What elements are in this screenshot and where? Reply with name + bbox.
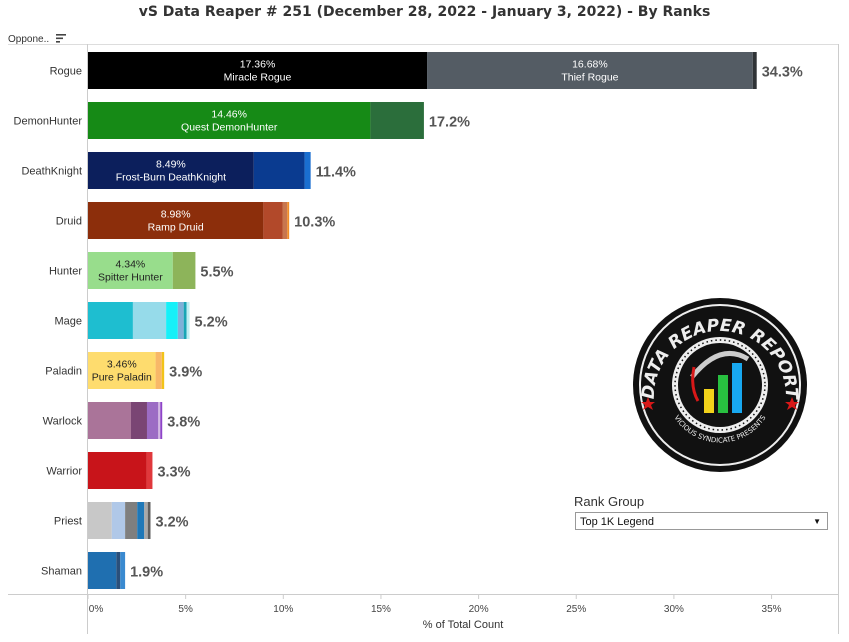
row-header-opponent[interactable]: Oppone.. [8, 34, 50, 45]
x-tick-label: 5% [178, 604, 193, 615]
bar-segment[interactable] [253, 152, 305, 189]
category-label: Warlock [43, 416, 83, 428]
category-label: Paladin [45, 366, 82, 378]
x-tick-label: 10% [273, 604, 293, 615]
bar-segment[interactable] [172, 252, 196, 289]
total-label: 11.4% [316, 165, 356, 181]
segment-value-label: 16.68% [572, 59, 608, 71]
bar-segment[interactable] [137, 502, 145, 539]
category-label: DeathKnight [21, 166, 82, 178]
bar-segment[interactable] [88, 202, 264, 239]
bar-segment[interactable] [160, 402, 163, 439]
x-tick-label: 35% [762, 604, 782, 615]
bar-segment[interactable] [88, 402, 131, 439]
bar-segment[interactable] [116, 552, 121, 589]
bar-segment[interactable] [88, 52, 428, 89]
segment-value-label: 8.98% [161, 209, 191, 221]
data-reaper-logo: DATA REAPER REPORT VICIOUS SYNDICATE PRE… [633, 298, 807, 472]
rank-group-dropdown[interactable]: Top 1K Legend ▼ [575, 512, 828, 530]
category-label: Rogue [50, 66, 82, 78]
bar-segment[interactable] [427, 52, 753, 89]
y-axis-line [87, 44, 88, 634]
bar-segment[interactable] [146, 402, 159, 439]
bar-segment[interactable] [287, 202, 290, 239]
bar-segment[interactable] [132, 302, 167, 339]
bar-segment[interactable] [304, 152, 311, 189]
x-tick-label: 15% [371, 604, 391, 615]
top-divider [8, 44, 838, 45]
x-tick-label: 25% [566, 604, 586, 615]
x-axis-line [8, 594, 838, 595]
segment-archetype-label: Pure Paladin [92, 372, 152, 384]
bar-segment[interactable] [88, 352, 156, 389]
bar-segment[interactable] [161, 352, 165, 389]
bar-segment[interactable] [147, 502, 151, 539]
segment-archetype-label: Quest DemonHunter [181, 122, 278, 134]
bar-segment[interactable] [88, 452, 147, 489]
category-label: Warrior [46, 466, 82, 478]
category-label: Druid [56, 216, 82, 228]
bar-segment[interactable] [88, 302, 133, 339]
caret-down-icon: ▼ [813, 517, 821, 526]
category-label: DemonHunter [14, 116, 83, 128]
total-label: 10.3% [294, 215, 335, 231]
x-tick-label: 30% [664, 604, 684, 615]
segment-value-label: 3.46% [107, 359, 137, 371]
bar-segment[interactable] [186, 302, 190, 339]
total-label: 17.2% [429, 115, 470, 131]
bar-segment[interactable] [144, 502, 148, 539]
bar-segment[interactable] [752, 52, 757, 89]
bar-segment[interactable] [282, 202, 288, 239]
right-border [838, 44, 839, 634]
bar-segment[interactable] [146, 452, 153, 489]
x-axis-title: % of Total Count [422, 619, 504, 631]
total-label: 5.5% [200, 265, 233, 281]
bar-segment[interactable] [125, 502, 138, 539]
total-label: 1.9% [130, 565, 163, 581]
segment-archetype-label: Ramp Druid [148, 222, 204, 234]
segment-value-label: 8.49% [156, 159, 186, 171]
x-tick-label: 20% [469, 604, 489, 615]
bar-segment[interactable] [177, 302, 184, 339]
segment-archetype-label: Miracle Rogue [224, 72, 292, 84]
segment-value-label: 4.34% [115, 259, 145, 271]
bar-segment[interactable] [130, 402, 147, 439]
segment-archetype-label: Frost-Burn DeathKnight [116, 172, 226, 184]
rank-group-label: Rank Group [574, 494, 645, 509]
category-label: Priest [54, 516, 82, 528]
bar-segment[interactable] [158, 402, 161, 439]
x-tick-label: 0% [89, 604, 104, 615]
segment-archetype-label: Thief Rogue [561, 72, 618, 84]
bar-segment[interactable] [166, 302, 178, 339]
category-label: Hunter [49, 266, 82, 278]
bar-segment[interactable] [88, 552, 117, 589]
bar-segment[interactable] [111, 502, 126, 539]
bar-segment[interactable] [120, 552, 126, 589]
category-label: Shaman [41, 566, 82, 578]
category-label: Mage [54, 316, 82, 328]
bar-segment[interactable] [370, 102, 424, 139]
rank-group-selected: Top 1K Legend [580, 516, 655, 528]
sort-icon[interactable] [56, 33, 66, 43]
bar-segment[interactable] [155, 352, 162, 389]
bar-segment[interactable] [183, 302, 187, 339]
total-label: 5.2% [195, 315, 228, 331]
segment-value-label: 17.36% [240, 59, 276, 71]
bar-segment[interactable] [88, 152, 254, 189]
total-label: 34.3% [762, 65, 803, 81]
chart-title: vS Data Reaper # 251 (December 28, 2022 … [138, 4, 711, 20]
total-label: 3.2% [155, 515, 188, 531]
total-label: 3.9% [169, 365, 202, 381]
total-label: 3.3% [157, 465, 190, 481]
bar-segment[interactable] [88, 252, 173, 289]
total-label: 3.8% [167, 415, 200, 431]
segment-value-label: 14.46% [211, 109, 247, 121]
bar-segment[interactable] [88, 502, 112, 539]
bar-segment[interactable] [263, 202, 283, 239]
segment-archetype-label: Spitter Hunter [98, 272, 163, 284]
bar-segment[interactable] [88, 102, 371, 139]
